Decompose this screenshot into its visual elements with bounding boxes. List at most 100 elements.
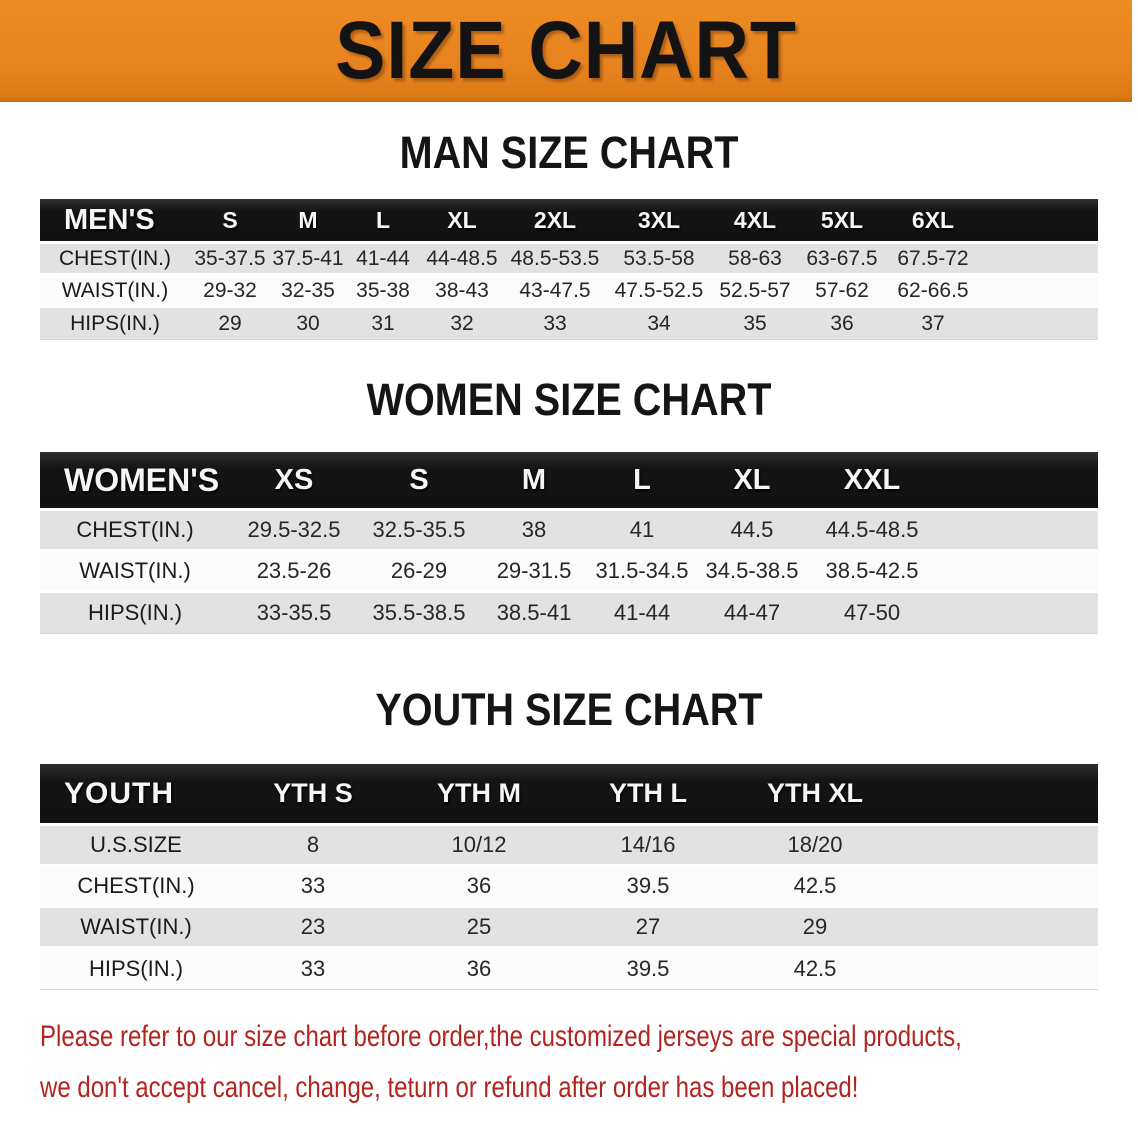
size-cell: 38.5-41 xyxy=(480,593,588,634)
size-cell: 29-31.5 xyxy=(480,552,588,593)
size-cell: 30 xyxy=(270,308,346,340)
men-col-header: 5XL xyxy=(798,199,886,244)
size-cell: 33 xyxy=(232,867,394,908)
filler-cell xyxy=(936,452,1098,511)
size-cell: 29 xyxy=(732,908,898,949)
men-header-row: MEN'S S M L XL 2XL 3XL 4XL 5XL 6XL xyxy=(40,199,1098,244)
banner: SIZE CHART xyxy=(0,0,1132,102)
youth-header-row: YOUTH YTH S YTH M YTH L YTH XL xyxy=(40,764,1098,826)
women-size-table: WOMEN'S XS S M L XL XXL CHEST(IN.) 29.5-… xyxy=(40,452,1098,634)
men-col-header: 4XL xyxy=(712,199,798,244)
filler-cell xyxy=(980,276,1098,308)
size-cell: 32.5-35.5 xyxy=(358,511,480,552)
size-cell: 29 xyxy=(190,308,270,340)
men-section: MAN SIZE CHART MEN'S S M L XL 2XL 3XL 4X… xyxy=(0,127,1138,340)
row-label: WAIST(IN.) xyxy=(40,276,190,308)
size-cell: 37.5-41 xyxy=(270,244,346,276)
row-label: CHEST(IN.) xyxy=(40,244,190,276)
size-cell: 57-62 xyxy=(798,276,886,308)
row-label: HIPS(IN.) xyxy=(40,593,230,634)
size-cell: 33 xyxy=(232,949,394,990)
youth-col-header: YTH XL xyxy=(732,764,898,826)
size-cell: 62-66.5 xyxy=(886,276,980,308)
size-cell: 23.5-26 xyxy=(230,552,358,593)
size-cell: 37 xyxy=(886,308,980,340)
size-cell: 18/20 xyxy=(732,826,898,867)
size-cell: 41-44 xyxy=(346,244,420,276)
men-col-header: M xyxy=(270,199,346,244)
size-cell: 41-44 xyxy=(588,593,696,634)
youth-section: YOUTH SIZE CHART YOUTH YTH S YTH M YTH L… xyxy=(0,684,1138,990)
size-cell: 44.5-48.5 xyxy=(808,511,936,552)
size-cell: 48.5-53.5 xyxy=(504,244,606,276)
size-cell: 35-38 xyxy=(346,276,420,308)
size-cell: 36 xyxy=(798,308,886,340)
size-cell: 44-48.5 xyxy=(420,244,504,276)
size-cell: 53.5-58 xyxy=(606,244,712,276)
filler-cell xyxy=(898,764,1098,826)
women-col-header: M xyxy=(480,452,588,511)
banner-title: SIZE CHART xyxy=(335,5,797,96)
row-label: U.S.SIZE xyxy=(40,826,232,867)
youth-col-header: YTH M xyxy=(394,764,564,826)
size-cell: 44.5 xyxy=(696,511,808,552)
size-cell: 47-50 xyxy=(808,593,936,634)
filler-cell xyxy=(898,867,1098,908)
size-cell: 31 xyxy=(346,308,420,340)
size-cell: 47.5-52.5 xyxy=(606,276,712,308)
size-cell: 38 xyxy=(480,511,588,552)
filler-cell xyxy=(980,199,1098,244)
women-col-header: XXL xyxy=(808,452,936,511)
size-cell: 41 xyxy=(588,511,696,552)
women-section-title: WOMEN SIZE CHART xyxy=(366,374,772,425)
filler-cell xyxy=(936,593,1098,634)
women-col-header: L xyxy=(588,452,696,511)
men-size-table: MEN'S S M L XL 2XL 3XL 4XL 5XL 6XL CHEST… xyxy=(40,199,1098,340)
row-label: CHEST(IN.) xyxy=(40,511,230,552)
women-col-header: S xyxy=(358,452,480,511)
size-cell: 32-35 xyxy=(270,276,346,308)
men-col-header: 6XL xyxy=(886,199,980,244)
size-cell: 38-43 xyxy=(420,276,504,308)
row-label: CHEST(IN.) xyxy=(40,867,232,908)
men-col-header: 2XL xyxy=(504,199,606,244)
size-cell: 52.5-57 xyxy=(712,276,798,308)
size-cell: 42.5 xyxy=(732,867,898,908)
youth-waist-row: WAIST(IN.) 23 25 27 29 xyxy=(40,908,1098,949)
size-cell: 31.5-34.5 xyxy=(588,552,696,593)
size-cell: 27 xyxy=(564,908,732,949)
size-cell: 8 xyxy=(232,826,394,867)
size-cell: 29.5-32.5 xyxy=(230,511,358,552)
men-section-title: MAN SIZE CHART xyxy=(399,127,739,178)
filler-cell xyxy=(898,949,1098,990)
youth-size-table: YOUTH YTH S YTH M YTH L YTH XL U.S.SIZE … xyxy=(40,764,1098,990)
youth-hips-row: HIPS(IN.) 33 36 39.5 42.5 xyxy=(40,949,1098,990)
size-cell: 26-29 xyxy=(358,552,480,593)
filler-cell xyxy=(936,552,1098,593)
disclaimer-line: we don't accept cancel, change, teturn o… xyxy=(40,1071,859,1104)
row-label: WAIST(IN.) xyxy=(40,908,232,949)
filler-cell xyxy=(980,308,1098,340)
youth-table-label: YOUTH xyxy=(40,764,232,826)
men-chest-row: CHEST(IN.) 35-37.5 37.5-41 41-44 44-48.5… xyxy=(40,244,1098,276)
size-cell: 39.5 xyxy=(564,867,732,908)
size-chart-page: SIZE CHART MAN SIZE CHART MEN'S S M L XL… xyxy=(0,0,1138,1104)
size-cell: 35-37.5 xyxy=(190,244,270,276)
women-chest-row: CHEST(IN.) 29.5-32.5 32.5-35.5 38 41 44.… xyxy=(40,511,1098,552)
size-cell: 38.5-42.5 xyxy=(808,552,936,593)
women-col-header: XL xyxy=(696,452,808,511)
size-cell: 10/12 xyxy=(394,826,564,867)
size-cell: 25 xyxy=(394,908,564,949)
row-label: HIPS(IN.) xyxy=(40,949,232,990)
size-cell: 35.5-38.5 xyxy=(358,593,480,634)
men-table-label: MEN'S xyxy=(40,199,190,244)
youth-col-header: YTH S xyxy=(232,764,394,826)
men-col-header: 3XL xyxy=(606,199,712,244)
size-cell: 34.5-38.5 xyxy=(696,552,808,593)
youth-ussize-row: U.S.SIZE 8 10/12 14/16 18/20 xyxy=(40,826,1098,867)
youth-col-header: YTH L xyxy=(564,764,732,826)
size-cell: 44-47 xyxy=(696,593,808,634)
men-col-header: S xyxy=(190,199,270,244)
men-hips-row: HIPS(IN.) 29 30 31 32 33 34 35 36 37 xyxy=(40,308,1098,340)
women-header-row: WOMEN'S XS S M L XL XXL xyxy=(40,452,1098,511)
